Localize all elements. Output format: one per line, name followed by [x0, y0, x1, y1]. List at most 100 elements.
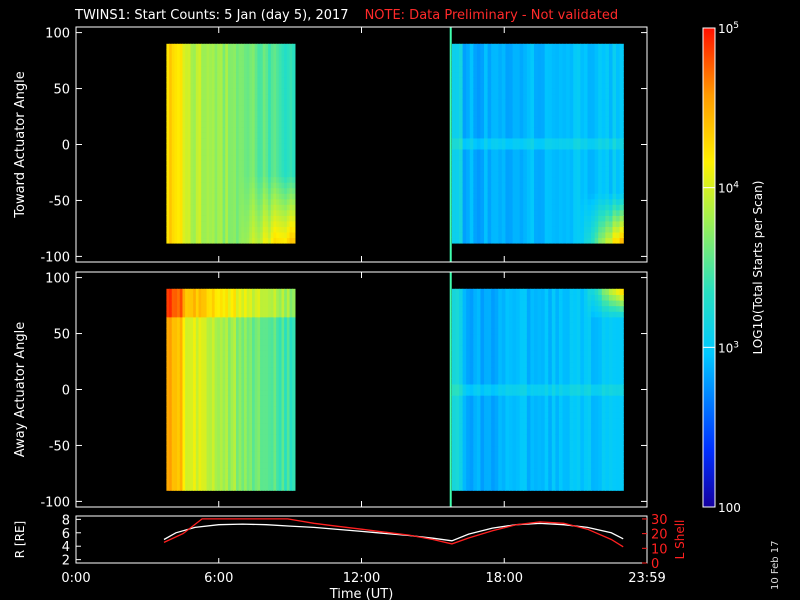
heatmap-cell: [222, 71, 226, 78]
heatmap-cell: [171, 93, 176, 100]
heatmap-cell: [469, 209, 474, 216]
heatmap-cell: [601, 49, 606, 56]
heatmap-cell: [214, 99, 218, 106]
heatmap-cell: [222, 115, 226, 122]
heatmap-cell: [265, 93, 269, 100]
heatmap-cell: [179, 220, 184, 227]
heatmap-cell: [209, 226, 213, 233]
heatmap-cell: [566, 182, 571, 189]
heatmap-cell: [583, 154, 589, 161]
heatmap-cell: [257, 389, 261, 396]
heatmap-cell: [230, 372, 234, 379]
heatmap-cell: [270, 176, 275, 183]
heatmap-cell: [238, 126, 242, 133]
heatmap-cell: [566, 231, 571, 239]
heatmap-cell: [201, 294, 205, 301]
heatmap-cell: [265, 327, 269, 335]
heatmap-cell: [462, 165, 467, 172]
heatmap-cell: [268, 204, 272, 211]
heatmap-cell: [201, 484, 205, 491]
heatmap-cell: [459, 204, 464, 211]
heatmap-cell: [230, 299, 234, 307]
heatmap-cell: [190, 198, 194, 205]
heatmap-cell: [257, 467, 261, 475]
heatmap-cell: [222, 350, 226, 357]
heatmap-cell: [292, 82, 296, 89]
heatmap-cell: [501, 209, 507, 216]
heatmap-cell: [195, 473, 200, 480]
heatmap-cell: [555, 132, 560, 139]
heatmap-cell: [558, 154, 564, 161]
heatmap-cell: [249, 154, 253, 161]
heatmap-cell: [211, 355, 216, 363]
heatmap-cell: [569, 237, 574, 244]
heatmap-cell: [203, 143, 208, 150]
heatmap-cell: [198, 104, 202, 111]
heatmap-cell: [580, 71, 585, 78]
heatmap-cell: [222, 299, 226, 307]
heatmap-cell: [249, 220, 253, 227]
heatmap-cell: [533, 93, 539, 100]
heatmap-cell: [169, 132, 173, 139]
heatmap-cell: [451, 104, 457, 111]
heatmap-cell: [289, 171, 293, 178]
heatmap-cell: [241, 126, 245, 133]
heatmap-cell: [544, 231, 549, 239]
heatmap-cell: [537, 226, 542, 233]
heatmap-cell: [544, 148, 549, 156]
heatmap-cell: [265, 456, 269, 463]
heatmap-cell: [265, 467, 269, 475]
heatmap-cell: [241, 333, 245, 340]
heatmap-cell: [209, 367, 213, 374]
heatmap-cell: [190, 389, 194, 396]
heatmap-cell: [476, 171, 482, 178]
heatmap-cell: [190, 378, 194, 385]
heatmap-cell: [533, 43, 539, 50]
heatmap-cell: [249, 54, 253, 61]
heatmap-cell: [166, 43, 170, 50]
heatmap-cell: [238, 60, 242, 67]
heatmap-cell: [569, 88, 574, 95]
heatmap-cell: [530, 231, 535, 239]
heatmap-cell: [544, 209, 549, 216]
heatmap-cell: [601, 82, 606, 89]
heatmap-cell: [284, 215, 288, 222]
heatmap-cell: [169, 389, 173, 396]
heatmap-cell: [473, 215, 478, 222]
heatmap-cell: [198, 65, 202, 73]
heatmap-cell: [583, 209, 589, 216]
heatmap-cell: [236, 104, 240, 111]
heatmap-cell: [209, 193, 213, 200]
heatmap-cell: [211, 445, 216, 452]
heatmap-cell: [523, 71, 528, 78]
heatmap-cell: [257, 88, 261, 95]
heatmap-cell: [225, 104, 229, 111]
heatmap-cell: [544, 126, 549, 133]
heatmap-cell: [252, 294, 256, 301]
heatmap-cell: [185, 132, 189, 139]
heatmap-cell: [174, 148, 178, 156]
heatmap-cell: [591, 165, 596, 172]
heatmap-cell: [273, 154, 277, 161]
heatmap-cell: [214, 350, 218, 357]
heatmap-cell: [523, 220, 528, 227]
heatmap-cell: [179, 473, 184, 480]
heatmap-cell: [214, 204, 218, 211]
heatmap-cell: [523, 226, 528, 233]
heatmap-cell: [230, 316, 234, 323]
heatmap-cell: [273, 132, 277, 139]
heatmap-cell: [238, 439, 242, 447]
heatmap-cell: [187, 71, 192, 78]
heatmap-cell: [619, 99, 624, 106]
heatmap-cell: [260, 187, 264, 194]
heatmap-cell: [193, 187, 197, 194]
heatmap-cell: [219, 204, 224, 211]
heatmap-cell: [222, 88, 226, 95]
heatmap-cell: [537, 76, 542, 84]
heatmap-cell: [171, 65, 176, 73]
heatmap-cell: [580, 165, 585, 172]
heatmap-cell: [190, 126, 194, 133]
heatmap-cell: [523, 148, 528, 156]
heatmap-cell: [273, 49, 277, 56]
heatmap-cell: [519, 187, 524, 194]
